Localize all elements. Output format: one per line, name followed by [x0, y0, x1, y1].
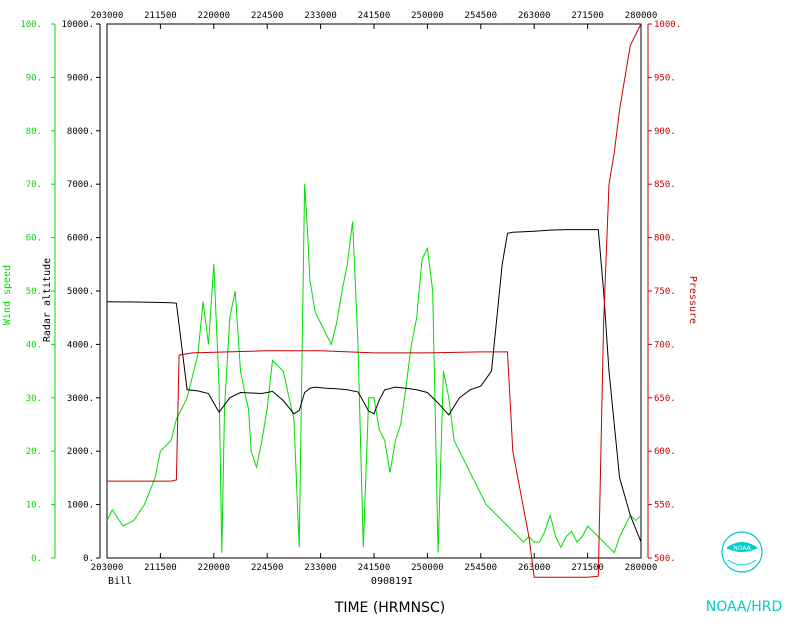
- x-tick-label-top: 280000: [625, 11, 658, 21]
- wind-tick-label: 30.: [26, 394, 42, 404]
- wind-speed-axis: 0. 10. 20. 30. 40. 50. 60. 70. 80. 90. 100.: [20, 20, 56, 564]
- altitude-tick-label: 3000.: [67, 394, 94, 404]
- x-tick-label-bottom: 203000: [91, 563, 124, 573]
- x-tick-label-bottom: 233000: [304, 563, 337, 573]
- pressure-tick-label: 750.: [654, 287, 676, 297]
- altitude-tick-label: 10000.: [61, 20, 94, 30]
- x-tick-label-top: 233000: [304, 11, 337, 21]
- wind-speed-label: Wind speed: [2, 265, 13, 325]
- x-tick-label-top: 241500: [358, 11, 391, 21]
- wind-tick-label: 40.: [26, 340, 42, 350]
- plot-border: [106, 23, 642, 559]
- x-tick-label-bottom: 280000: [625, 563, 658, 573]
- x-tick-label-bottom: 254500: [465, 563, 498, 573]
- x-axis-title: TIME (HRMNSC): [334, 600, 445, 616]
- altitude-tick-label: 2000.: [67, 447, 94, 457]
- wind-tick-label: 20.: [26, 447, 42, 457]
- x-tick-label-top: 250000: [411, 11, 444, 21]
- wind-tick-label: 100.: [20, 20, 42, 30]
- wind-tick-label: 60.: [26, 234, 42, 244]
- altitude-tick-label: 0.: [83, 554, 94, 564]
- noaa-badge-text: NOAA: [733, 545, 751, 552]
- wind-tick-label: 90.: [26, 73, 42, 83]
- x-tick-label-top: 211500: [144, 11, 177, 21]
- wind-tick-label: 50.: [26, 287, 42, 297]
- altitude-tick-label: 1000.: [67, 501, 94, 511]
- pressure-tick-label: 650.: [654, 394, 676, 404]
- pressure-axis: 500. 550. 600. 650. 700. 750. 800. 850. 900. 950.…: [647, 20, 681, 564]
- pressure-line: [107, 23, 642, 578]
- pressure-tick-label: 550.: [654, 501, 676, 511]
- pressure-tick-label: 1000.: [654, 20, 681, 30]
- wind-speed-line: [106, 184, 642, 554]
- x-tick-label-bottom: 211500: [144, 563, 177, 573]
- altitude-tick-label: 7000.: [67, 180, 94, 190]
- x-tick-label-top: 271500: [571, 11, 604, 21]
- altitude-tick-label: 5000.: [67, 287, 94, 297]
- x-tick-label-top: 203000: [91, 11, 124, 21]
- wind-tick-label: 70.: [26, 180, 42, 190]
- x-tick-label-top: 220000: [198, 11, 231, 21]
- pressure-tick-label: 950.: [654, 73, 676, 83]
- x-tick-label-bottom: 263000: [518, 563, 551, 573]
- radar-altitude-line: [106, 229, 642, 543]
- time-axis: 203000 203000 211500 211500 220000 220000 2245…: [91, 11, 658, 573]
- altitude-tick-label: 8000.: [67, 127, 94, 137]
- altitude-tick-label: 4000.: [67, 340, 94, 350]
- noaa-hrd-label: NOAA/HRD: [706, 599, 783, 615]
- pressure-tick-label: 500.: [654, 554, 676, 564]
- x-tick-label-bottom: 224500: [251, 563, 284, 573]
- plot-frame: [106, 23, 642, 559]
- pressure-tick-label: 600.: [654, 447, 676, 457]
- altitude-tick-label: 6000.: [67, 234, 94, 244]
- storm-name: Bill: [108, 576, 132, 587]
- x-tick-label-bottom: 250000: [411, 563, 444, 573]
- x-tick-label-top: 254500: [465, 11, 498, 21]
- x-tick-label-bottom: 271500: [571, 563, 604, 573]
- x-tick-label-top: 263000: [518, 11, 551, 21]
- series-lines: [106, 23, 642, 578]
- wind-tick-label: 10.: [26, 501, 42, 511]
- radar-altitude-axis: 0. 1000. 2000. 3000. 4000. 5000. 6000. 7000. 800…: [61, 20, 101, 564]
- x-tick-label-bottom: 220000: [198, 563, 231, 573]
- pressure-tick-label: 900.: [654, 127, 676, 137]
- pressure-label: Pressure: [687, 276, 698, 324]
- radar-altitude-label: Radar altitude: [42, 258, 53, 342]
- x-tick-label-top: 224500: [251, 11, 284, 21]
- pressure-tick-label: 700.: [654, 340, 676, 350]
- noaa-logo: NOAA: [721, 531, 763, 573]
- pressure-tick-label: 850.: [654, 180, 676, 190]
- pressure-tick-label: 800.: [654, 234, 676, 244]
- altitude-tick-label: 9000.: [67, 73, 94, 83]
- x-tick-label-bottom: 241500: [358, 563, 391, 573]
- flight-id: 090819I: [371, 576, 413, 587]
- wind-tick-label: 0.: [31, 554, 42, 564]
- wind-tick-label: 80.: [26, 127, 42, 137]
